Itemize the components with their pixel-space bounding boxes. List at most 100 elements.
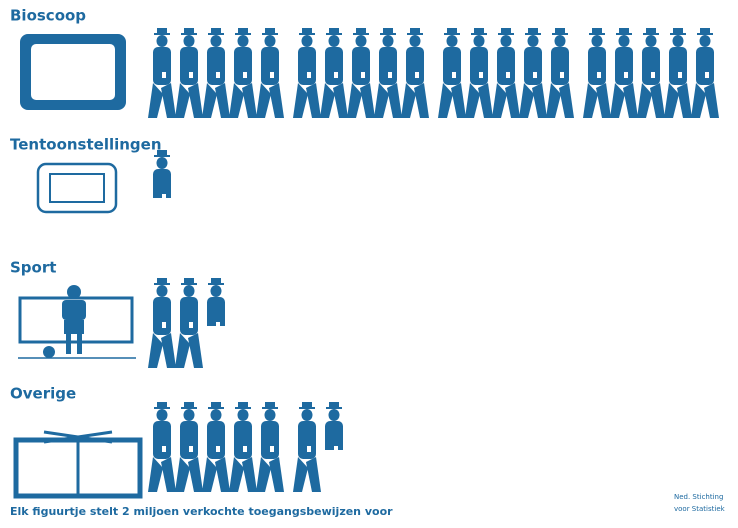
hat-brim [326, 33, 342, 35]
hat [329, 28, 339, 33]
leg [704, 83, 719, 118]
hand [162, 72, 166, 78]
leg [637, 83, 652, 118]
pictogram-row [148, 278, 225, 368]
figure [207, 278, 225, 326]
figure [175, 28, 203, 118]
leg [505, 83, 520, 118]
figure [153, 150, 171, 198]
torso [298, 421, 316, 459]
hat-brim [326, 407, 342, 409]
leg [256, 83, 271, 118]
hat [211, 28, 221, 33]
hat-brim [154, 283, 170, 285]
hand [334, 446, 338, 450]
hand [533, 72, 537, 78]
head [328, 409, 340, 421]
figure [610, 28, 638, 118]
leg [306, 83, 321, 118]
leg [188, 457, 203, 492]
head [156, 35, 168, 47]
tables-icon [13, 430, 143, 499]
hat-brim [208, 283, 224, 285]
hat [700, 28, 710, 33]
hand [415, 72, 419, 78]
torso [207, 421, 225, 459]
head [210, 35, 222, 47]
hat [184, 278, 194, 283]
hand [189, 72, 193, 78]
figure [202, 402, 230, 492]
figure [229, 28, 257, 118]
leg [148, 83, 163, 118]
hat [383, 28, 393, 33]
head [264, 409, 276, 421]
torso [298, 47, 316, 85]
head [446, 35, 458, 47]
hand [307, 446, 311, 452]
hat [555, 28, 565, 33]
frame-icon [36, 162, 118, 214]
leg [269, 457, 284, 492]
leg [374, 83, 389, 118]
head [618, 35, 630, 47]
hat-brim [299, 407, 315, 409]
hat [356, 28, 366, 33]
hand [597, 72, 601, 78]
figure [583, 28, 611, 118]
leg [610, 83, 625, 118]
leg [161, 457, 176, 492]
leg [229, 457, 244, 492]
category-label: Sport [10, 259, 56, 277]
figure [148, 28, 176, 118]
figure [229, 402, 257, 492]
head [183, 409, 195, 421]
category-label: Bioscoop [10, 7, 86, 25]
leg [320, 83, 335, 118]
figure [637, 28, 665, 118]
hat-brim [154, 155, 170, 157]
pictogram-row [148, 28, 719, 118]
hand [334, 72, 338, 78]
hat-brim [262, 33, 278, 35]
leg [148, 333, 163, 368]
footnote: Elk figuurtje stelt 2 miljoen verkochte … [10, 505, 393, 518]
hand [479, 72, 483, 78]
torso [261, 421, 279, 459]
figure [691, 28, 719, 118]
hand [243, 72, 247, 78]
leg [175, 333, 190, 368]
torso [180, 47, 198, 85]
torso [153, 421, 171, 459]
leg [532, 83, 547, 118]
hat [184, 402, 194, 407]
head [355, 35, 367, 47]
figure [465, 28, 493, 118]
figure [492, 28, 520, 118]
pictogram-row [148, 402, 343, 492]
head [156, 285, 168, 297]
head [301, 35, 313, 47]
leg [256, 457, 271, 492]
hat [410, 28, 420, 33]
hat [447, 28, 457, 33]
figure [293, 28, 321, 118]
hat [619, 28, 629, 33]
head [183, 35, 195, 47]
head [591, 35, 603, 47]
torso [261, 47, 279, 85]
leg [465, 83, 480, 118]
leg [215, 83, 230, 118]
leg [333, 83, 348, 118]
torso [588, 47, 606, 85]
head [328, 35, 340, 47]
figure [325, 402, 343, 450]
figure [175, 402, 203, 492]
hat-brim [407, 33, 423, 35]
figure [293, 402, 321, 492]
figure [256, 402, 284, 492]
source: Ned. Stichting [674, 493, 723, 501]
head [301, 409, 313, 421]
hat-brim [208, 407, 224, 409]
